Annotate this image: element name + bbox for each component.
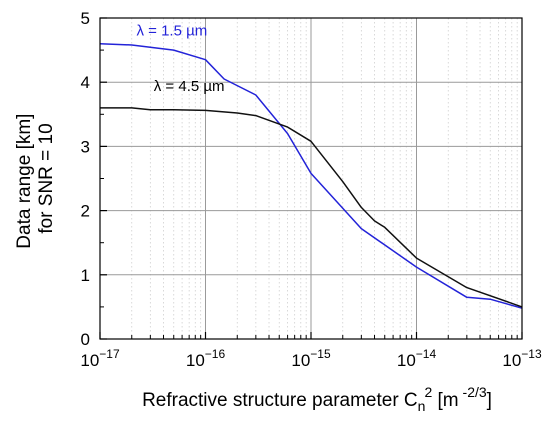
y-tick-label: 1	[81, 266, 90, 285]
x-axis-label-unit-open: [m	[432, 390, 458, 411]
x-tick-label: 10−14	[397, 347, 437, 370]
x-tick-label-exponent: −17	[99, 347, 120, 361]
x-tick-label-exponent: −14	[416, 347, 437, 361]
x-tick-label-exponent: −13	[521, 347, 542, 361]
x-tick-label: 10−13	[502, 347, 542, 370]
y-tick-label: 3	[81, 137, 90, 156]
y-tick-label: 0	[81, 330, 90, 349]
x-tick-label-base: 10	[502, 351, 521, 370]
x-tick-label: 10−15	[291, 347, 331, 370]
x-tick-label-base: 10	[397, 351, 416, 370]
x-tick-label: 10−17	[80, 347, 120, 370]
y-axis-label-line-2: for SNR = 10	[36, 123, 57, 233]
y-tick-label: 5	[81, 9, 90, 28]
grid-lines	[100, 18, 522, 339]
x-tick-label-exponent: −16	[205, 347, 226, 361]
series-label-2: λ = 4.5 µm	[154, 78, 225, 95]
series-line-2	[100, 107, 523, 308]
x-axis-label-unit-close: ]	[487, 390, 492, 411]
x-tick-label: 10−16	[186, 347, 226, 370]
x-axis-label-superscript: 2	[424, 384, 432, 400]
x-tick-label-base: 10	[291, 351, 310, 370]
x-tick-label-exponent: −15	[310, 347, 331, 361]
y-axis-label: Data range [km] for SNR = 10	[14, 108, 57, 248]
series-annotations: λ = 1.5 µm λ = 4.5 µm	[136, 22, 224, 95]
y-axis-label-line-1: Data range [km]	[14, 114, 35, 249]
axis-ticks	[99, 17, 523, 340]
x-axis-label-unit-superscript: -2/3	[459, 384, 487, 400]
series-label-1: λ = 1.5 µm	[136, 22, 207, 39]
x-axis-label-subscript: n	[418, 398, 426, 414]
x-axis-label: Refractive structure parameter Cn2 [m -2…	[142, 384, 492, 414]
x-tick-label-base: 10	[80, 351, 99, 370]
series-line-1	[99, 42, 523, 309]
y-tick-label: 4	[81, 73, 90, 92]
series-lines	[99, 42, 523, 309]
y-tick-label: 2	[81, 202, 90, 221]
x-axis-label-main: Refractive structure parameter C	[142, 390, 418, 411]
x-tick-label-base: 10	[186, 351, 205, 370]
